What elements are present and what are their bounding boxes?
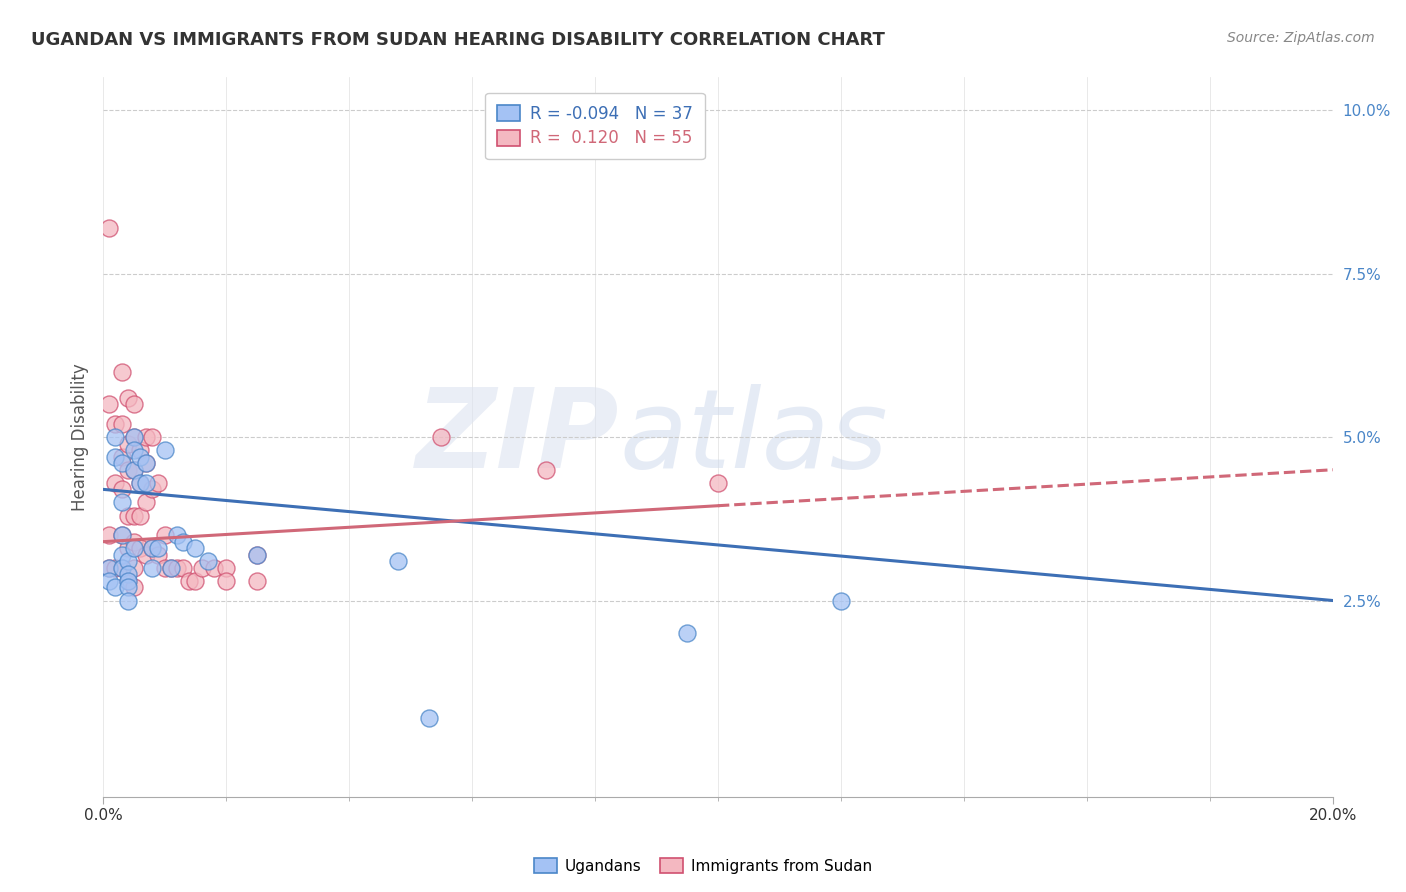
- Point: [122, 463, 145, 477]
- Text: Source: ZipAtlas.com: Source: ZipAtlas.com: [1227, 31, 1375, 45]
- Point: [141, 430, 163, 444]
- Point: [141, 561, 163, 575]
- Point: [122, 534, 145, 549]
- Point: [104, 475, 127, 490]
- Point: [153, 443, 176, 458]
- Point: [129, 475, 152, 490]
- Point: [117, 574, 139, 588]
- Point: [387, 554, 409, 568]
- Point: [117, 554, 139, 568]
- Point: [179, 574, 201, 588]
- Point: [110, 483, 132, 497]
- Point: [122, 541, 145, 556]
- Point: [110, 365, 132, 379]
- Point: [104, 417, 127, 431]
- Point: [117, 391, 139, 405]
- Legend: Ugandans, Immigrants from Sudan: Ugandans, Immigrants from Sudan: [529, 852, 877, 880]
- Point: [122, 561, 145, 575]
- Point: [117, 567, 139, 582]
- Point: [246, 548, 269, 562]
- Point: [110, 417, 132, 431]
- Point: [110, 561, 132, 575]
- Point: [153, 561, 176, 575]
- Point: [159, 561, 181, 575]
- Point: [135, 456, 157, 470]
- Point: [148, 541, 170, 556]
- Point: [141, 541, 163, 556]
- Point: [676, 626, 699, 640]
- Point: [122, 581, 145, 595]
- Point: [153, 528, 176, 542]
- Point: [98, 220, 121, 235]
- Point: [159, 561, 181, 575]
- Point: [129, 443, 152, 458]
- Point: [98, 528, 121, 542]
- Point: [135, 456, 157, 470]
- Y-axis label: Hearing Disability: Hearing Disability: [72, 363, 89, 511]
- Point: [122, 430, 145, 444]
- Point: [707, 475, 730, 490]
- Point: [166, 528, 188, 542]
- Point: [430, 430, 453, 444]
- Point: [141, 483, 163, 497]
- Point: [104, 561, 127, 575]
- Point: [117, 541, 139, 556]
- Point: [122, 443, 145, 458]
- Point: [215, 574, 238, 588]
- Point: [129, 541, 152, 556]
- Point: [122, 508, 145, 523]
- Point: [830, 593, 852, 607]
- Point: [117, 436, 139, 450]
- Point: [98, 561, 121, 575]
- Point: [184, 541, 207, 556]
- Point: [202, 561, 225, 575]
- Point: [110, 528, 132, 542]
- Point: [129, 450, 152, 464]
- Point: [129, 508, 152, 523]
- Point: [215, 561, 238, 575]
- Point: [122, 397, 145, 411]
- Point: [129, 475, 152, 490]
- Point: [98, 561, 121, 575]
- Legend: R = -0.094   N = 37, R =  0.120   N = 55: R = -0.094 N = 37, R = 0.120 N = 55: [485, 93, 704, 159]
- Point: [190, 561, 212, 575]
- Point: [110, 528, 132, 542]
- Point: [122, 430, 145, 444]
- Point: [246, 574, 269, 588]
- Point: [117, 463, 139, 477]
- Point: [98, 574, 121, 588]
- Point: [418, 711, 440, 725]
- Point: [122, 463, 145, 477]
- Point: [110, 450, 132, 464]
- Point: [117, 508, 139, 523]
- Text: ZIP: ZIP: [416, 384, 620, 491]
- Point: [110, 495, 132, 509]
- Point: [104, 581, 127, 595]
- Point: [246, 548, 269, 562]
- Point: [135, 475, 157, 490]
- Point: [148, 548, 170, 562]
- Point: [135, 495, 157, 509]
- Point: [117, 593, 139, 607]
- Point: [166, 561, 188, 575]
- Text: atlas: atlas: [620, 384, 889, 491]
- Point: [534, 463, 557, 477]
- Point: [110, 561, 132, 575]
- Point: [117, 574, 139, 588]
- Point: [135, 430, 157, 444]
- Point: [172, 534, 194, 549]
- Point: [135, 548, 157, 562]
- Point: [141, 541, 163, 556]
- Point: [104, 430, 127, 444]
- Point: [197, 554, 219, 568]
- Point: [98, 397, 121, 411]
- Point: [110, 456, 132, 470]
- Point: [184, 574, 207, 588]
- Point: [172, 561, 194, 575]
- Point: [104, 450, 127, 464]
- Text: UGANDAN VS IMMIGRANTS FROM SUDAN HEARING DISABILITY CORRELATION CHART: UGANDAN VS IMMIGRANTS FROM SUDAN HEARING…: [31, 31, 884, 49]
- Point: [110, 548, 132, 562]
- Point: [117, 581, 139, 595]
- Point: [148, 475, 170, 490]
